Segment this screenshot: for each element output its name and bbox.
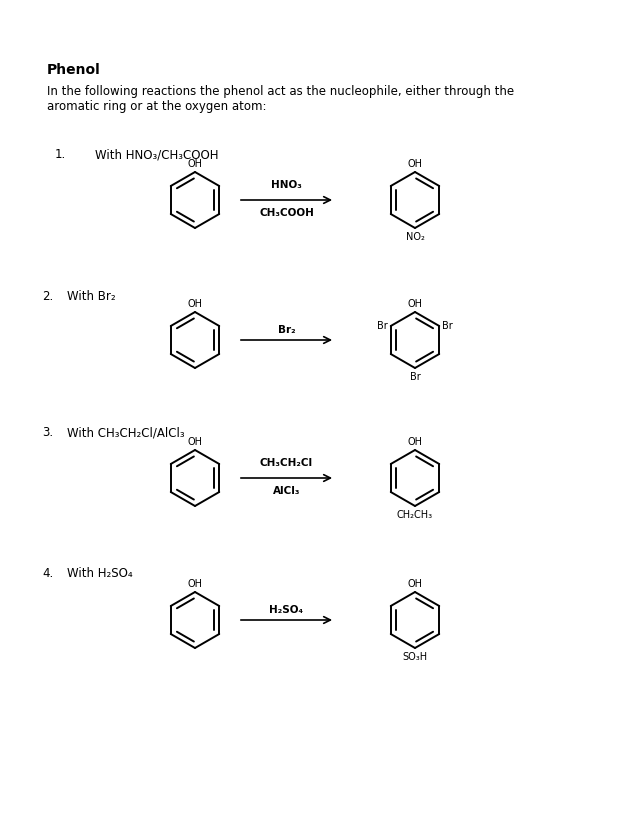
Text: OH: OH <box>188 437 202 447</box>
Text: 1.: 1. <box>55 148 66 161</box>
Text: Br: Br <box>377 321 387 331</box>
Text: With HNO₃/CH₃COOH: With HNO₃/CH₃COOH <box>95 148 219 161</box>
Text: Br₂: Br₂ <box>278 325 295 335</box>
Text: With Br₂: With Br₂ <box>67 290 116 303</box>
Text: With H₂SO₄: With H₂SO₄ <box>67 567 133 580</box>
Text: With CH₃CH₂Cl/AlCl₃: With CH₃CH₂Cl/AlCl₃ <box>67 426 185 439</box>
Text: OH: OH <box>408 579 423 589</box>
Text: OH: OH <box>408 159 423 169</box>
Text: Br: Br <box>410 372 420 382</box>
Text: CH₃CH₂Cl: CH₃CH₂Cl <box>260 458 313 468</box>
Text: CH₂CH₃: CH₂CH₃ <box>397 510 433 520</box>
Text: In the following reactions the phenol act as the nucleophile, either through the: In the following reactions the phenol ac… <box>47 85 514 113</box>
Text: OH: OH <box>188 159 202 169</box>
Text: AlCl₃: AlCl₃ <box>273 486 301 496</box>
Text: OH: OH <box>408 437 423 447</box>
Text: 3.: 3. <box>42 426 53 439</box>
Text: NO₂: NO₂ <box>406 232 425 242</box>
Text: SO₃H: SO₃H <box>403 652 428 662</box>
Text: HNO₃: HNO₃ <box>271 180 302 190</box>
Text: 4.: 4. <box>42 567 54 580</box>
Text: Phenol: Phenol <box>47 63 101 77</box>
Text: H₂SO₄: H₂SO₄ <box>270 605 304 615</box>
Text: CH₃COOH: CH₃COOH <box>259 208 314 218</box>
Text: 2.: 2. <box>42 290 54 303</box>
Text: Br: Br <box>442 321 453 331</box>
Text: OH: OH <box>188 299 202 309</box>
Text: OH: OH <box>188 579 202 589</box>
Text: OH: OH <box>408 299 423 309</box>
